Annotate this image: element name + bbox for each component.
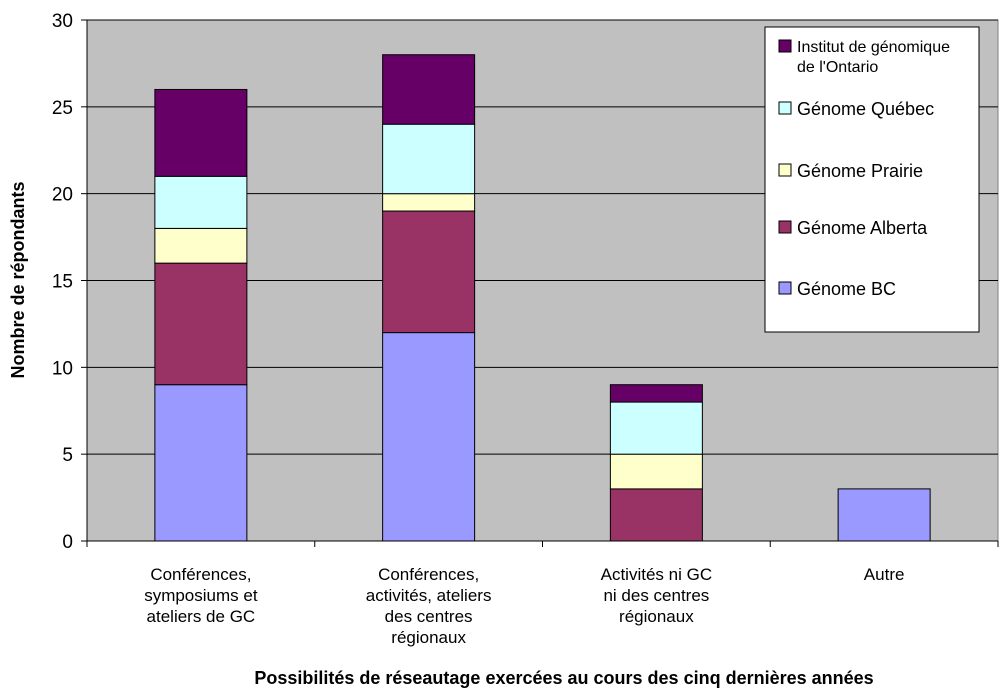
legend-swatch xyxy=(778,39,792,53)
x-category-label: ateliers de GC xyxy=(147,607,256,626)
bar-segment xyxy=(382,54,476,125)
y-tick-label: 15 xyxy=(52,272,73,293)
axes xyxy=(81,19,999,547)
y-tick-label: 5 xyxy=(62,445,73,466)
bar-segment xyxy=(382,210,476,334)
legend-swatch xyxy=(778,220,792,234)
y-tick-label: 25 xyxy=(52,98,73,119)
x-category-label: des centres xyxy=(385,607,473,626)
bar-segment xyxy=(609,453,703,490)
bar-segment xyxy=(154,175,248,229)
bar-segment xyxy=(154,88,248,177)
legend-label: Institut de génomique xyxy=(797,39,950,56)
legend-label: Génome Alberta xyxy=(797,218,928,238)
x-category-label: activités, ateliers xyxy=(366,586,492,605)
y-axis-title: Nombre de répondants xyxy=(8,181,28,378)
y-tick-labels: 0 5 10 15 20 25 30 xyxy=(52,11,73,553)
legend-label: de l'Ontario xyxy=(797,59,878,76)
legend: Institut de génomique de l'Ontario Génome … xyxy=(764,26,980,333)
legend-label: Génome Prairie xyxy=(797,161,923,181)
x-category-label: Conférences, xyxy=(150,565,251,584)
legend-label: Génome BC xyxy=(797,279,896,299)
x-category-label: ni des centres xyxy=(603,586,709,605)
x-category-label: régionaux xyxy=(619,607,694,626)
y-tick-label: 0 xyxy=(62,532,73,553)
legend-swatch xyxy=(778,163,792,177)
y-tick-label: 30 xyxy=(52,11,73,32)
legend-box xyxy=(764,26,980,333)
legend-swatch xyxy=(778,101,792,115)
x-category-label: Autre xyxy=(864,565,905,584)
x-category-label: régionaux xyxy=(391,628,466,647)
bar-segment xyxy=(382,332,476,542)
bar-segment xyxy=(382,193,476,212)
y-tick-label: 10 xyxy=(52,358,73,379)
bar-segment xyxy=(609,401,703,455)
bar-segment xyxy=(154,227,248,264)
x-category-label: Conférences, xyxy=(378,565,479,584)
x-category-labels: Conférences, symposiums et ateliers de GC C… xyxy=(144,565,904,647)
x-category-label: Activités ni GC xyxy=(601,565,712,584)
bar-segment xyxy=(154,262,248,386)
bars xyxy=(154,54,931,542)
y-tick-label: 20 xyxy=(52,185,73,206)
bar-segment xyxy=(609,384,703,403)
bar-segment xyxy=(154,384,248,542)
legend-swatch xyxy=(778,281,792,295)
bar-segment xyxy=(382,123,476,195)
x-category-label: symposiums et xyxy=(144,586,258,605)
legend-label: Génome Québec xyxy=(797,99,934,119)
bar-segment xyxy=(837,488,931,542)
bar-segment xyxy=(609,488,703,542)
x-axis-title: Possibilités de réseautage exercées au c… xyxy=(254,668,873,688)
